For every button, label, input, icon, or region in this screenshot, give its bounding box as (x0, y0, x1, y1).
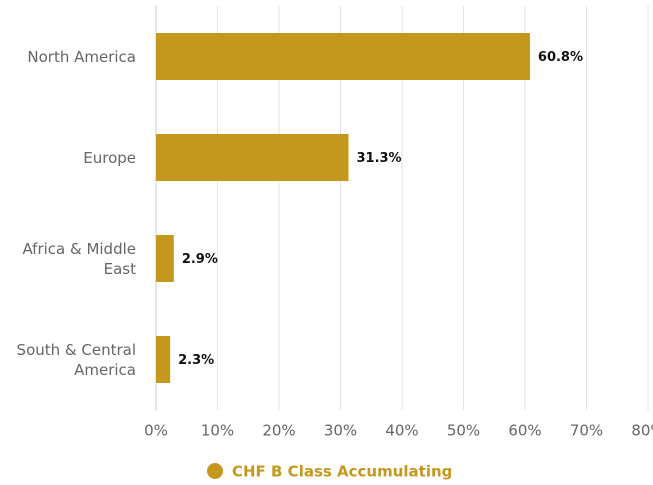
x-tick-label: 40% (385, 422, 418, 440)
data-label: 2.3% (178, 353, 214, 368)
bar (156, 235, 174, 282)
x-tick-label: 60% (508, 422, 541, 440)
data-label: 31.3% (356, 151, 401, 166)
y-tick-label: North America (27, 47, 136, 66)
legend-marker (207, 463, 223, 479)
y-tick-label: Africa & Middle East (22, 239, 136, 278)
x-tick-label: 30% (324, 422, 357, 440)
x-tick-label: 50% (447, 422, 480, 440)
legend-label: CHF B Class Accumulating (232, 463, 452, 481)
x-tick-label: 20% (262, 422, 295, 440)
data-label: 2.9% (182, 252, 218, 267)
x-tick-label: 70% (570, 422, 603, 440)
bar (156, 336, 171, 383)
x-tick-label: 80% (631, 422, 653, 440)
data-label: 60.8% (538, 50, 583, 65)
y-tick-label: Europe (83, 148, 136, 167)
y-tick-label: South & Central America (16, 340, 136, 379)
bar (156, 134, 349, 181)
bar (156, 33, 530, 80)
x-tick-label: 10% (201, 422, 234, 440)
x-tick-label: 0% (144, 422, 168, 440)
